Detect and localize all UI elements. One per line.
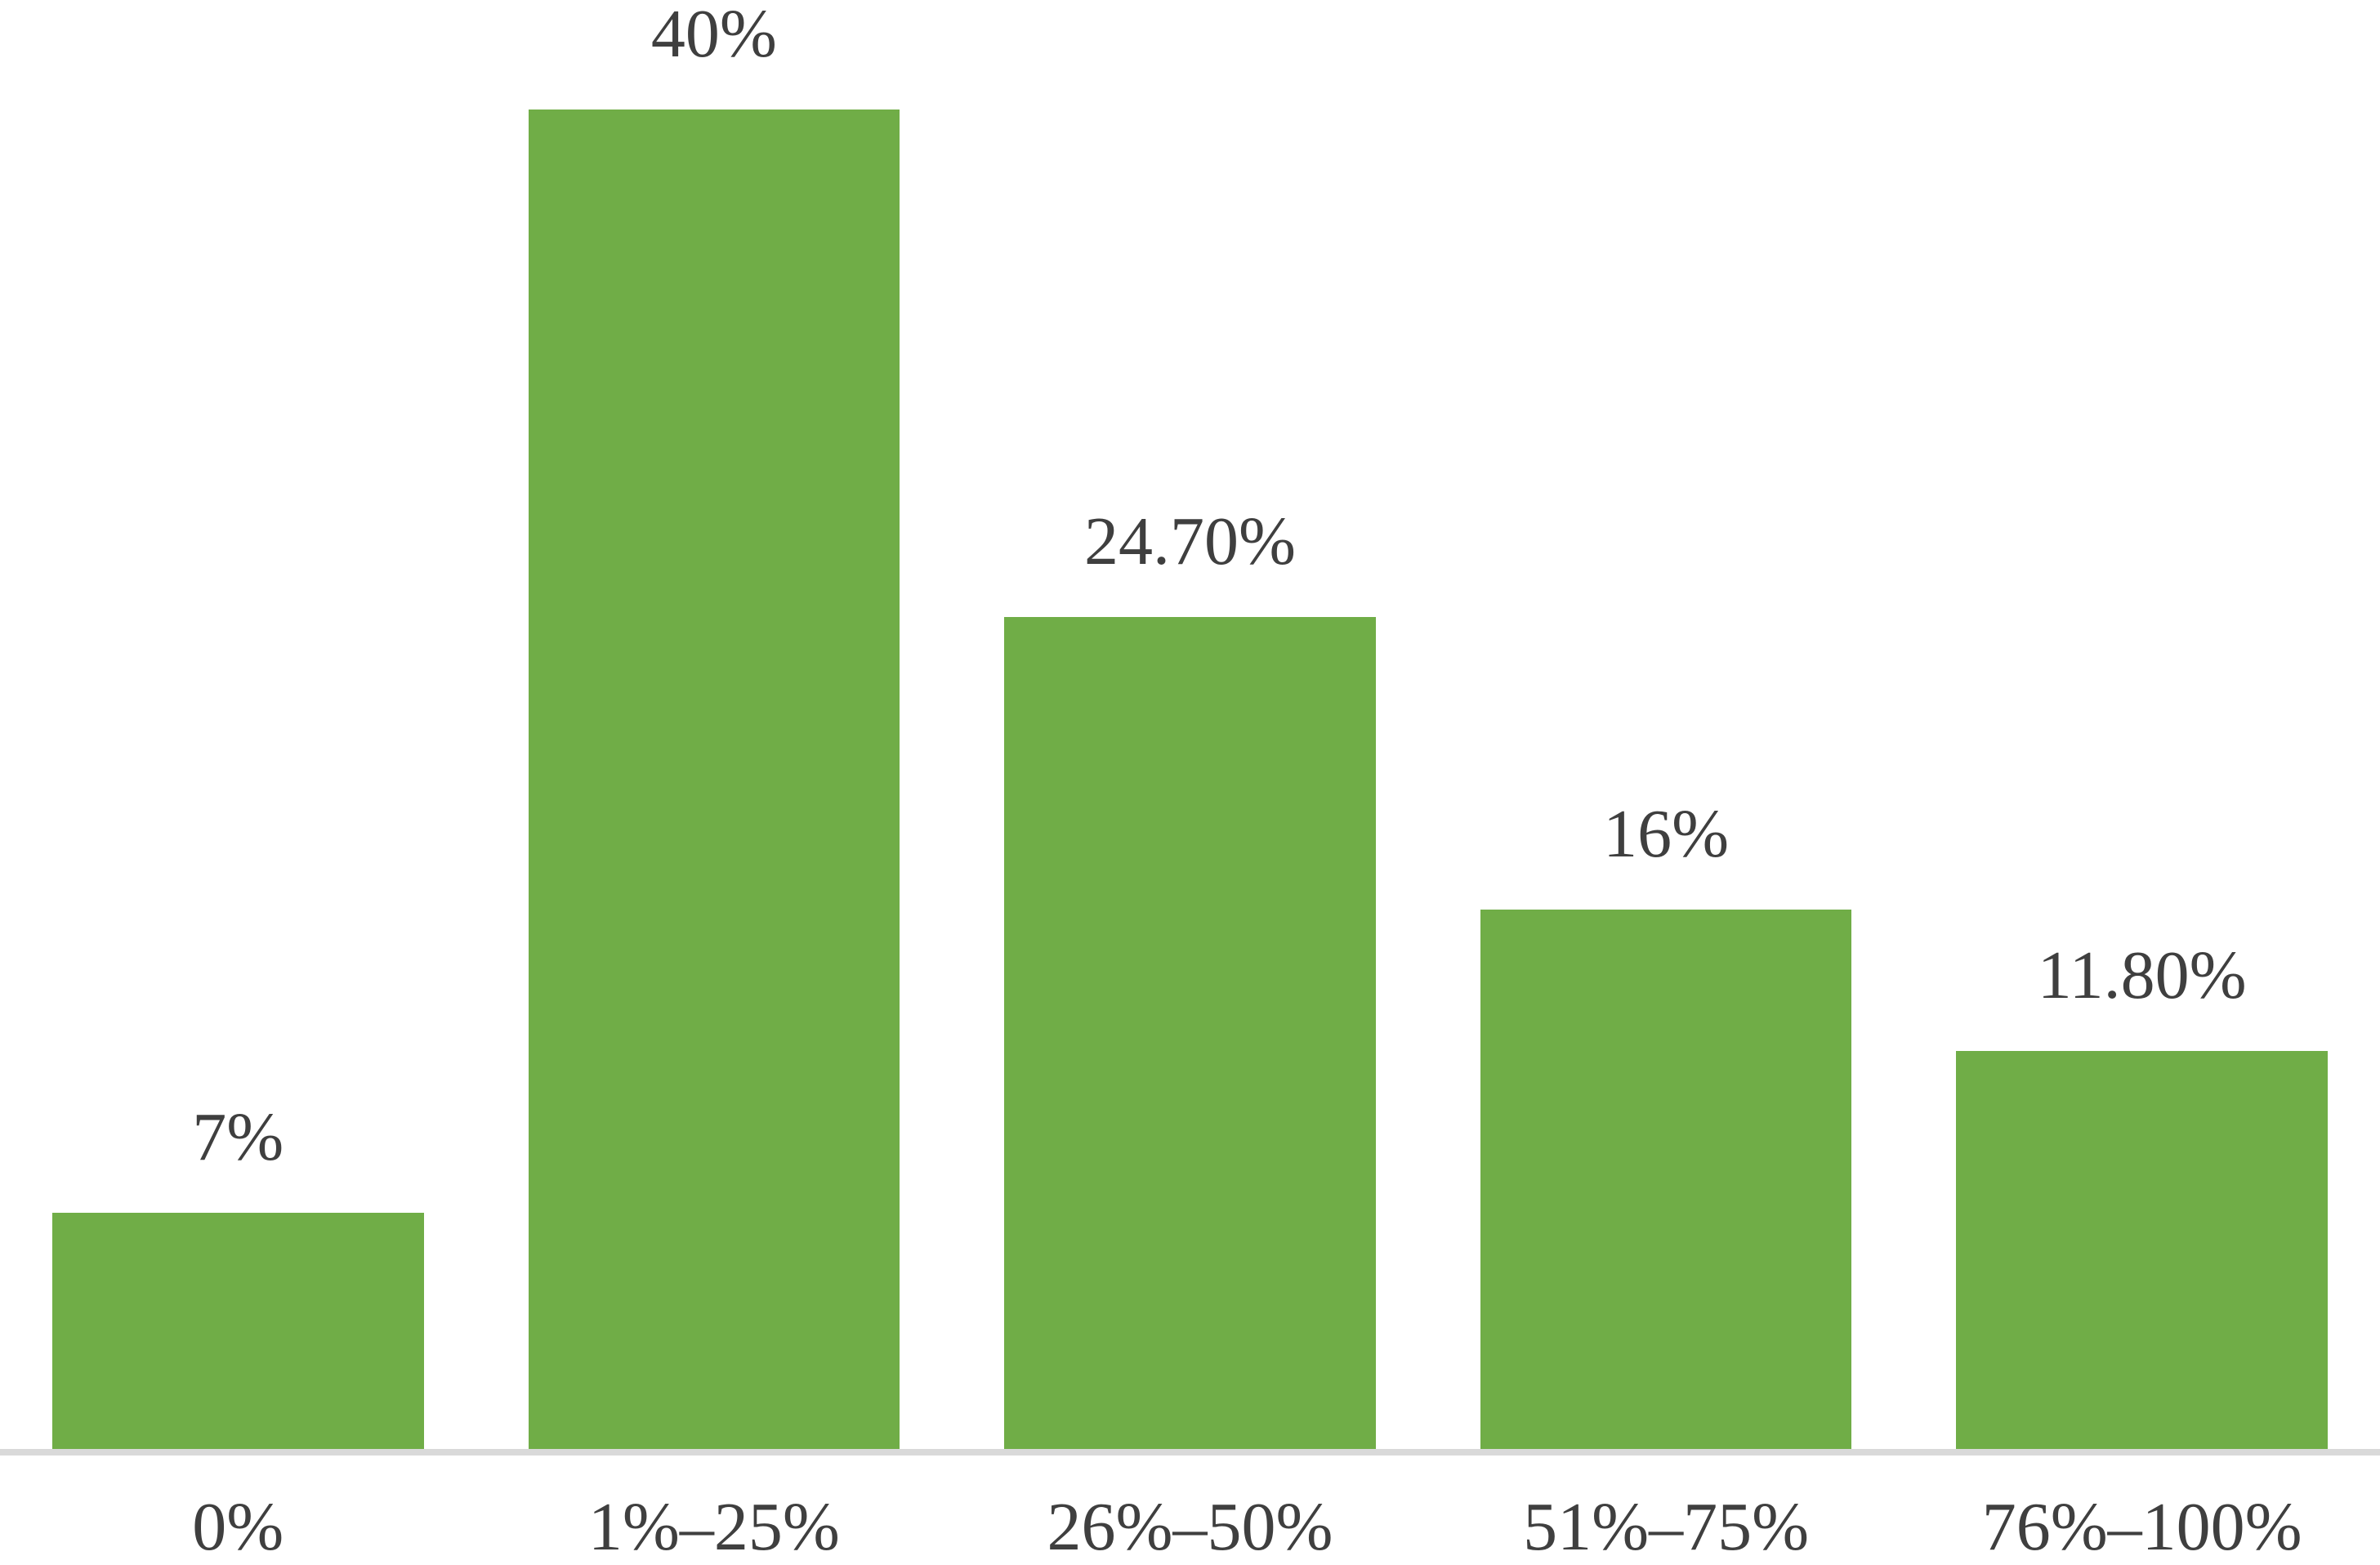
bar [1480,910,1852,1450]
bar-value-label: 40% [650,0,777,72]
bar-value-label: 16% [1603,796,1730,873]
x-axis-tick-label: 51%–75% [1523,1489,1810,1565]
bar [52,1213,424,1450]
x-axis-tick-label: 26%–50% [1047,1489,1333,1565]
bar-value-label: 7% [192,1099,284,1176]
plot-area: 7% 40% 24.70% 16% 11.80% [0,0,2380,1450]
bar-group: 11.80% [1904,0,2380,1450]
bar-value-label: 11.80% [2037,937,2247,1014]
x-axis-line [0,1449,2380,1455]
bar-group: 24.70% [952,0,1428,1450]
x-axis-tick-label: 1%–25% [587,1489,840,1565]
bar-group: 7% [0,0,476,1450]
bar-group: 40% [476,0,953,1450]
x-axis-labels: 0% 1%–25% 26%–50% 51%–75% 76%–100% [0,1455,2380,1562]
x-axis-tick-label: 0% [192,1489,284,1565]
bar [1956,1051,2328,1450]
bar-value-label: 24.70% [1083,503,1296,579]
bar [528,110,900,1450]
x-axis-tick-label: 76%–100% [1981,1489,2302,1565]
bar-group: 16% [1428,0,1904,1450]
bar [1004,616,1376,1450]
